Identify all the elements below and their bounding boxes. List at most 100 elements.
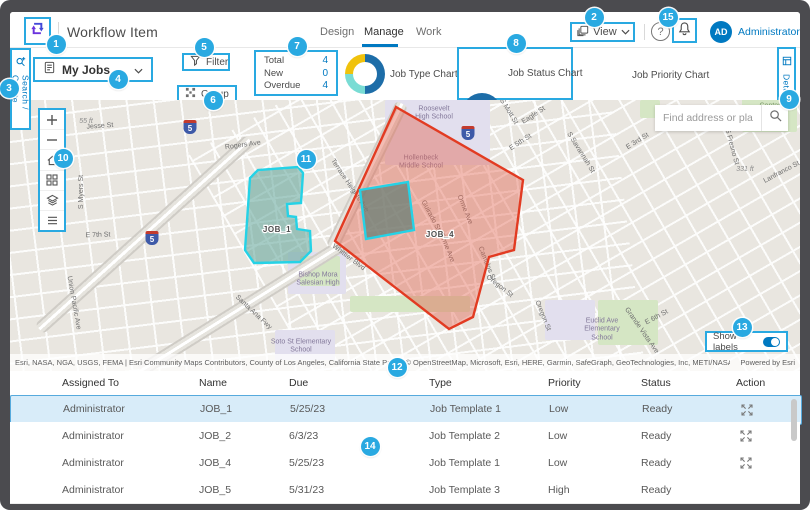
- cell-name: JOB_1: [200, 403, 233, 415]
- map-search-box: [655, 105, 788, 131]
- jobs-table: Assigned To Name Due Type Priority Status Acti…: [10, 371, 802, 504]
- column-header-action: Action: [736, 377, 766, 389]
- table-row-JOB_4[interactable]: Administrator JOB_4 5/25/23 Job Template 1 L…: [10, 449, 800, 477]
- cell-type: Job Template 1: [429, 457, 501, 469]
- table-scrollbar[interactable]: [791, 399, 797, 441]
- cell-due: 5/25/23: [290, 403, 326, 415]
- search-input[interactable]: [655, 112, 761, 124]
- stat-overdue: Overdue 4: [264, 80, 328, 91]
- cell-due: 5/25/23: [289, 457, 325, 469]
- map-label: Oregon St: [533, 299, 552, 332]
- page-title: Workflow Item: [67, 24, 159, 40]
- map-label: Rogers Ave: [224, 139, 262, 152]
- cell-name: JOB_2: [199, 430, 232, 442]
- manage-tab-underline: [362, 44, 398, 47]
- map-label: Oregon St: [484, 273, 515, 300]
- tab-design[interactable]: Design: [320, 26, 355, 38]
- highway-shield: 5: [461, 126, 475, 140]
- map-label: E 7th St: [85, 231, 111, 240]
- zoom-in-button[interactable]: [40, 110, 64, 131]
- map-label: Whittier Blvd: [330, 242, 367, 273]
- map-label: Union Pacific Ave: [65, 275, 82, 331]
- zoom-to-action-icon[interactable]: [740, 429, 752, 447]
- stat-label: Overdue: [264, 79, 301, 91]
- cell-status: Ready: [641, 430, 672, 442]
- home-button[interactable]: [40, 150, 64, 171]
- table-row-JOB_1[interactable]: Administrator JOB_1 5/25/23 Job Template 1 L…: [10, 395, 802, 425]
- toggle-knob: [771, 337, 779, 346]
- stat-label: New: [264, 67, 284, 79]
- stat-value: 4: [322, 55, 328, 67]
- header-divider-2: [644, 24, 645, 40]
- cell-type: Job Template 1: [430, 403, 502, 415]
- view-layers-icon: [577, 25, 589, 40]
- cell-due: 5/31/23: [289, 484, 325, 496]
- filter-button[interactable]: Filter: [182, 53, 230, 71]
- cell-assigned: Administrator: [62, 484, 124, 496]
- view-dropdown[interactable]: View: [570, 22, 635, 42]
- highway-shield: 5: [145, 231, 159, 245]
- user-name[interactable]: Administrator: [738, 26, 800, 38]
- stat-value: 0: [322, 67, 328, 79]
- tab-manage[interactable]: Manage: [364, 26, 404, 38]
- cell-priority: Low: [548, 430, 568, 442]
- zoom-to-action-icon[interactable]: [741, 403, 753, 421]
- basemap-button[interactable]: [40, 171, 64, 191]
- avatar[interactable]: AD: [710, 21, 732, 43]
- search-plus-icon: [15, 54, 26, 72]
- cell-name: JOB_5: [199, 484, 232, 496]
- cell-assigned: Administrator: [62, 430, 124, 442]
- map-label: E 6th St: [644, 308, 670, 327]
- map-label: Bishop Mora Salesian High: [296, 271, 340, 287]
- workflow-logo[interactable]: [24, 17, 51, 45]
- job-status-chart-box: [457, 47, 573, 100]
- stat-total: Total 4: [264, 55, 328, 66]
- job-type-donut: [345, 54, 385, 94]
- column-header-status: Status: [641, 377, 671, 389]
- notifications-button[interactable]: [672, 18, 697, 43]
- legend-button[interactable]: [40, 211, 64, 230]
- map-attribution: Esri, NASA, NGA, USGS, FEMA | Esri Commu…: [10, 354, 800, 371]
- search-create-label: Search / Create: [10, 75, 31, 110]
- school-area: [545, 300, 595, 340]
- search-create-tab[interactable]: Search / Create: [10, 48, 31, 130]
- search-button[interactable]: [761, 105, 788, 131]
- my-jobs-select[interactable]: My Jobs: [33, 57, 153, 82]
- details-icon: [782, 53, 792, 71]
- map-label: E 3rd St: [625, 131, 651, 152]
- job-stats-panel: Total 4 New 0 Overdue 4: [254, 50, 338, 96]
- cell-assigned: Administrator: [62, 457, 124, 469]
- map-toolbar: [38, 108, 66, 232]
- layers-button[interactable]: [40, 191, 64, 211]
- view-label: View: [593, 26, 617, 38]
- filter-label: Filter: [206, 56, 229, 68]
- show-labels-toggle[interactable]: [762, 336, 780, 347]
- highway-shield: 5: [183, 120, 197, 134]
- help-button[interactable]: ?: [651, 22, 670, 41]
- bell-icon: [677, 21, 692, 41]
- cell-status: Ready: [641, 484, 672, 496]
- stat-label: Total: [264, 55, 285, 67]
- show-labels-control: Show labels: [705, 331, 788, 353]
- zoom-out-button[interactable]: [40, 130, 64, 151]
- column-header-name: Name: [199, 377, 228, 389]
- column-header-due: Due: [289, 377, 309, 389]
- chevron-down-icon: [134, 61, 143, 79]
- tab-work[interactable]: Work: [416, 26, 442, 38]
- park-area: [598, 300, 658, 345]
- map-canvas[interactable]: 55 ft Jesse St S Myers St E 7th St Union Pac…: [10, 100, 800, 371]
- table-row-JOB_5[interactable]: Administrator JOB_5 5/31/23 Job Template 3 H…: [10, 476, 800, 504]
- stat-new: New 0: [264, 68, 328, 79]
- chevron-down-icon: [621, 26, 630, 38]
- map-label: Hollenbeck Middle School: [399, 154, 443, 170]
- column-header-priority: Priority: [548, 377, 581, 389]
- header-divider: [58, 22, 59, 42]
- map-label: Roosevelt High School: [415, 105, 453, 121]
- table-row-JOB_2[interactable]: Administrator JOB_2 6/3/23 Job Template 2 Lo…: [10, 422, 800, 450]
- zoom-to-action-icon[interactable]: [740, 456, 752, 474]
- group-label: Group: [201, 88, 229, 100]
- details-tab[interactable]: Details: [777, 47, 796, 103]
- cell-priority: Low: [549, 403, 569, 415]
- job-priority-chart-label: Job Priority Chart: [632, 70, 710, 81]
- map-label: Orme Ave: [437, 232, 456, 264]
